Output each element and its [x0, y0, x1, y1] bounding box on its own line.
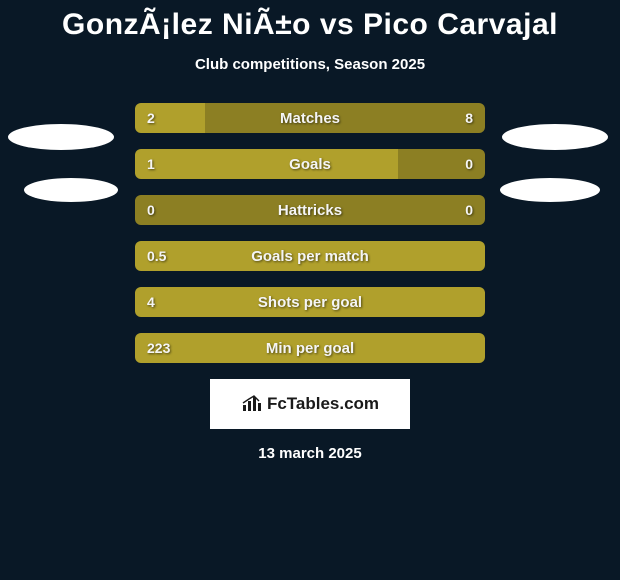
stat-row: 10Goals: [135, 149, 485, 179]
stat-row: 223Min per goal: [135, 333, 485, 363]
stat-bar-left: [135, 103, 205, 133]
stat-row: 28Matches: [135, 103, 485, 133]
stat-row: 4Shots per goal: [135, 287, 485, 317]
stats-container: 28Matches 10Goals 00Hattricks 0.5Goals per …: [135, 103, 485, 363]
date-label: 13 march 2025: [0, 445, 620, 462]
decorative-ellipse: [24, 178, 118, 202]
stat-bar-full: [135, 287, 485, 317]
stat-bar-full: [135, 195, 485, 225]
decorative-ellipse: [8, 124, 114, 150]
bar-chart-icon: [241, 395, 263, 413]
stat-bar-right: [205, 103, 485, 133]
decorative-ellipse: [502, 124, 608, 150]
stat-bar-full: [135, 241, 485, 271]
decorative-ellipse: [500, 178, 600, 202]
page-title: GonzÃ¡lez NiÃ±o vs Pico Carvajal: [0, 0, 620, 42]
branding-text: FcTables.com: [267, 394, 379, 414]
branding-badge: FcTables.com: [210, 379, 410, 429]
stat-bar-full: [135, 333, 485, 363]
stat-bar-left: [135, 149, 398, 179]
stat-row: 00Hattricks: [135, 195, 485, 225]
stat-row: 0.5Goals per match: [135, 241, 485, 271]
subtitle: Club competitions, Season 2025: [0, 56, 620, 73]
stat-bar-right: [398, 149, 486, 179]
